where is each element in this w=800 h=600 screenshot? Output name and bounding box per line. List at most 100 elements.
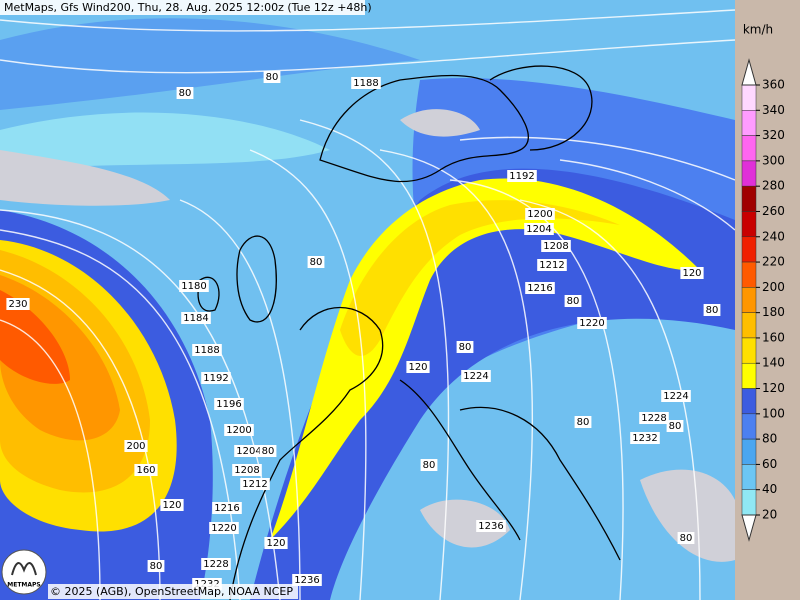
field-band (0, 18, 420, 110)
contour-label-box (461, 370, 491, 382)
contour-label-box (259, 445, 277, 457)
colorbar-label: 140 (762, 356, 785, 370)
contour-label: 1180 (181, 281, 206, 292)
logo-mark (11, 562, 37, 576)
contour-label: 80 (150, 561, 163, 572)
contour-label-box (524, 223, 554, 235)
land-patch (0, 150, 170, 206)
contour-label-box (564, 295, 582, 307)
colorbar-label: 320 (762, 128, 785, 142)
contour-label: 1228 (641, 413, 666, 424)
colorbar-label: 200 (762, 280, 785, 294)
colorbar-segment (741, 160, 757, 187)
colorbar-label: 180 (762, 305, 785, 319)
contour-label: 120 (266, 538, 285, 549)
contour-label-box (160, 499, 184, 511)
contour-label-box (147, 560, 165, 572)
colorbar-segment (741, 337, 757, 364)
colorbar-segment (741, 211, 757, 238)
colorbar-label: 220 (762, 255, 785, 269)
colorbar-label: 260 (762, 204, 785, 218)
land-patch (400, 109, 480, 137)
contour-label: 160 (136, 465, 155, 476)
contour-label: 1192 (509, 171, 534, 182)
contour-label: 230 (8, 299, 27, 310)
contour-label-box (661, 390, 691, 402)
contour-label: 1204 (236, 446, 261, 457)
contour-label-box (232, 464, 262, 476)
land-patch (420, 499, 510, 548)
contour-label-box (525, 282, 555, 294)
contour-label-box (525, 208, 555, 220)
logo-text: METMAPS (7, 582, 41, 589)
colorbar-segment (741, 362, 757, 389)
contour-label: 1228 (203, 559, 228, 570)
contour-label: 1188 (194, 345, 219, 356)
contour-label: 1184 (183, 313, 208, 324)
colorbar-label: 160 (762, 330, 785, 344)
contour-label-box (677, 532, 695, 544)
streamlines (0, 9, 735, 600)
contour-label: 80 (680, 533, 693, 544)
colorbar-label: 100 (762, 406, 785, 420)
colorbar: 360 340 320 300 280 260 240 220 200 180 160 140 120 1… (741, 58, 785, 542)
contour-label-box (307, 256, 325, 268)
contour-label-box (134, 464, 158, 476)
contour-label-box (630, 432, 660, 444)
colorbar-segment (741, 236, 757, 263)
contour-label-box (537, 259, 567, 271)
land-patch (640, 469, 735, 562)
colorbar-label: 20 (762, 508, 777, 522)
contour-label: 80 (459, 342, 472, 353)
contour-label: 120 (162, 500, 181, 511)
contour-label-box (263, 71, 281, 83)
contour-label-box (209, 522, 239, 534)
colorbar-label: 40 (762, 482, 777, 496)
contour-label: 80 (179, 88, 192, 99)
contour-label-box (541, 240, 571, 252)
contour-label: 1208 (543, 241, 568, 252)
colorbar-segment (741, 110, 757, 136)
contour-label-box (456, 341, 474, 353)
title-box (0, 0, 365, 15)
contour-label: 1196 (216, 399, 241, 410)
colorbar-segment (741, 388, 757, 415)
jet-core (340, 200, 620, 357)
colorbar-label: 340 (762, 103, 785, 117)
contour-label: 1236 (478, 521, 503, 532)
contour-label: 80 (706, 305, 719, 316)
colorbar-label: 80 (762, 432, 777, 446)
contour-label: 1216 (214, 503, 239, 514)
contour-label-box (639, 412, 669, 424)
contour-label: 1236 (294, 575, 319, 586)
contour-label-box (179, 280, 209, 292)
colorbar-segment (741, 84, 757, 111)
copyright-box (48, 584, 298, 599)
contour-label-box (476, 520, 506, 532)
contour-label: 1216 (527, 283, 552, 294)
contour-label-box (201, 558, 231, 570)
contour-label-box (264, 537, 288, 549)
contour-label-box (292, 574, 322, 586)
contour-label-box (420, 459, 438, 471)
contour-label-box (666, 420, 684, 432)
colorbar-segment (741, 489, 757, 516)
contour-label-box (181, 312, 211, 324)
contour-label: 200 (126, 441, 145, 452)
colorbar-segment (741, 312, 757, 339)
colorbar-segment (741, 438, 757, 465)
contour-label-box (574, 416, 592, 428)
contour-label: 1212 (242, 479, 267, 490)
contour-label-box (212, 502, 242, 514)
colorbar-segment (741, 185, 757, 212)
colorbar-segment (741, 261, 757, 288)
legend-unit: km/h (743, 23, 773, 37)
contour-label: 1200 (527, 209, 552, 220)
contour-label: 80 (266, 72, 279, 83)
colorbar-segment (741, 287, 757, 313)
contour-label: 80 (567, 296, 580, 307)
contour-label-box (224, 424, 254, 436)
contour-label-box (124, 440, 148, 452)
contour-label: 1200 (226, 425, 251, 436)
